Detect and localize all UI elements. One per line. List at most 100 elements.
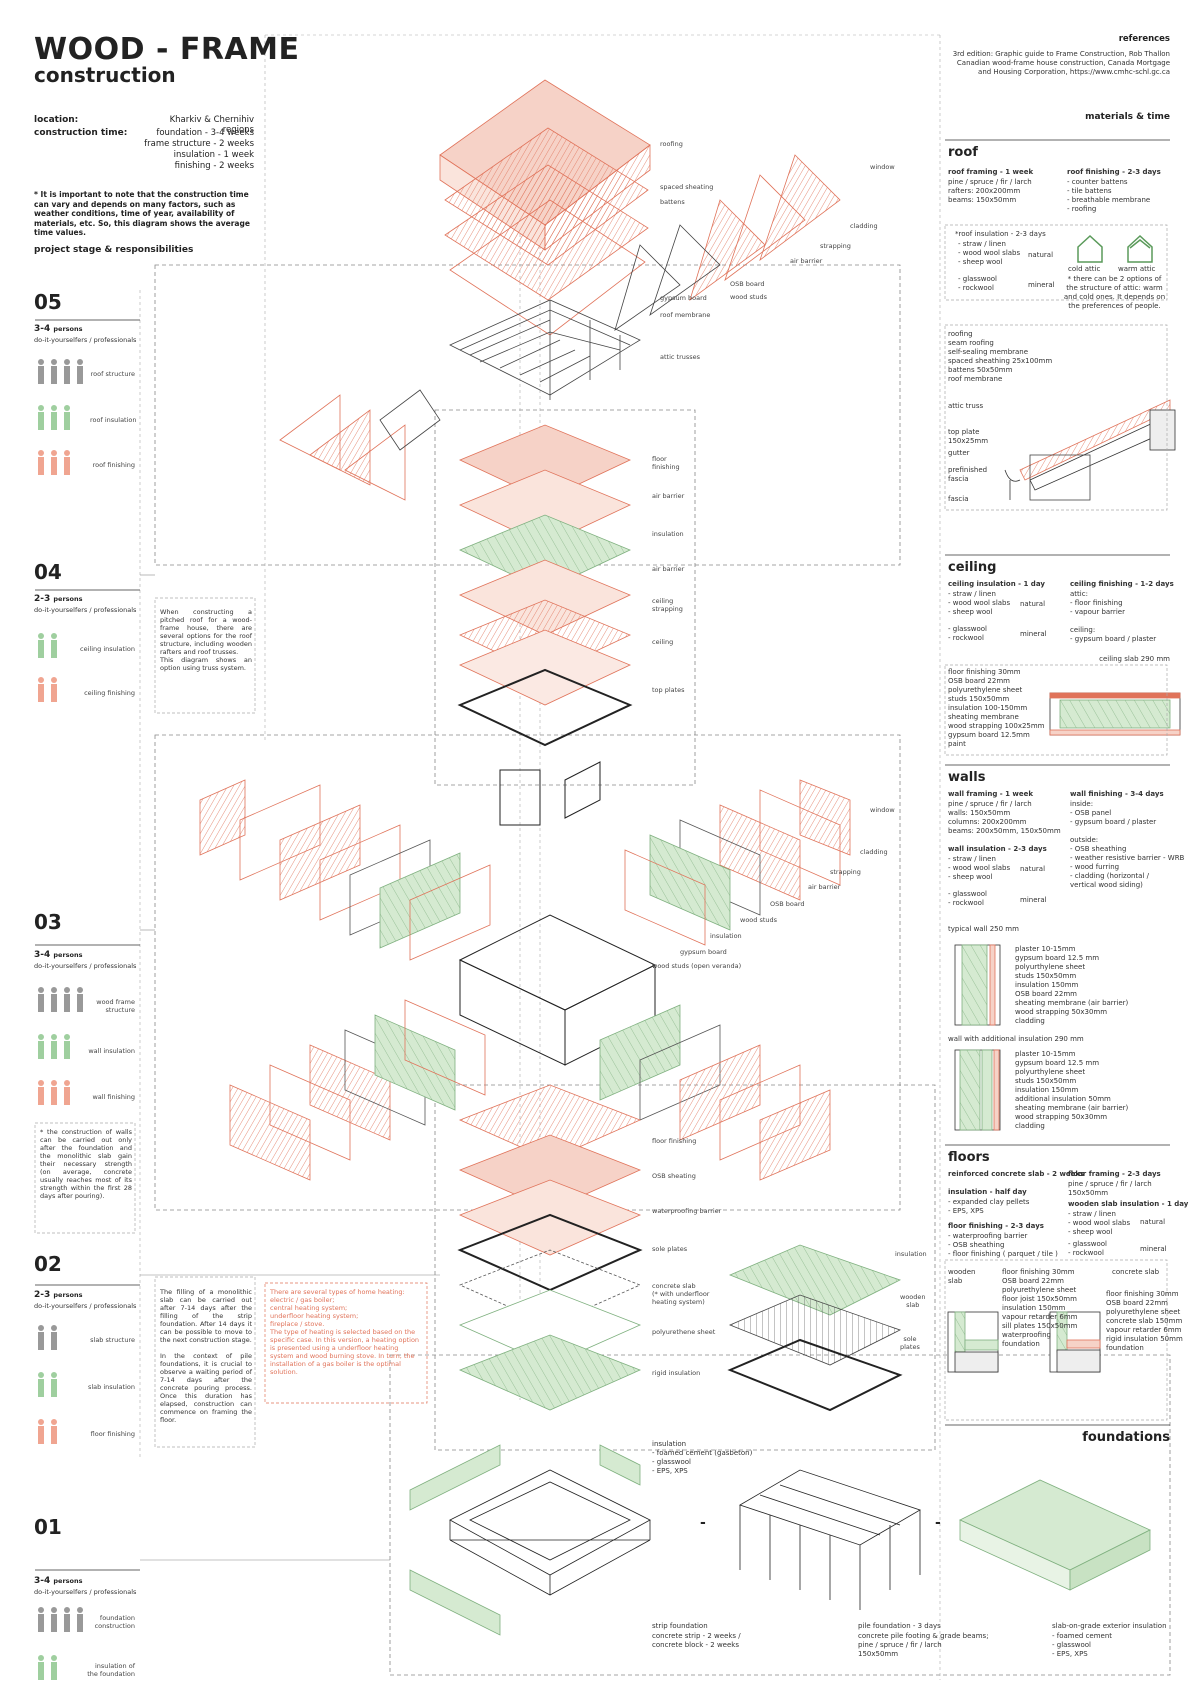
wooden-slab <box>727 1244 903 1412</box>
label-roof-air-barrier: air barrier <box>790 257 823 265</box>
stage-02-who: do-it-yourselfers / professionals <box>34 1302 137 1310</box>
attic-note: * there can be 2 options of the structur… <box>1063 275 1166 310</box>
ceiling-slab-title: ceiling slab 290 mm <box>1099 655 1170 663</box>
roof-detail-top-plate: top plate 150x25mm <box>948 428 989 445</box>
wall-detail-additional <box>954 1049 1001 1131</box>
label-osb-sheating: OSB sheating <box>652 1172 696 1180</box>
roof-detail-prefinished-fascia: prefinished fascia <box>948 466 988 483</box>
pile-foundation-title: pile foundation - 3 days <box>858 1622 941 1630</box>
stage-01-persons: 3-4 persons <box>34 1576 83 1586</box>
ceiling-slab-layers: floor finishing 30mm OSB board 22mm poly… <box>948 668 1045 748</box>
cold-attic-label: cold attic <box>1068 265 1101 273</box>
walls-insulation-natural: - straw / linen - wood wool slabs - shee… <box>948 855 1011 881</box>
walls-upper-right <box>624 779 851 946</box>
floors-slab-title: reinforced concrete slab - 2 weeks <box>948 1170 1085 1178</box>
strip-foundation-title: strip foundation <box>652 1622 708 1630</box>
location-value: Kharkiv & Chernihiv regions <box>169 115 254 135</box>
references-title: references <box>1118 34 1170 44</box>
people-figures <box>38 359 83 1680</box>
label-roof-wood-studs: wood studs <box>730 293 768 301</box>
ceiling-mineral-tag: mineral <box>1020 630 1047 638</box>
task-foundation-insulation: insulation of the foundation <box>87 1662 135 1678</box>
note-walls: * the construction of walls can be carri… <box>40 1128 132 1200</box>
label-roofing: roofing <box>660 140 683 148</box>
roof-left-panels <box>279 389 441 501</box>
label-wooden-sole-plates: sole plates <box>900 1335 920 1351</box>
typical-wall-layers: plaster 10-15mm gypsum board 12.5 mm pol… <box>1015 945 1129 1025</box>
pile-foundation-text: concrete pile footing & grade beams; pin… <box>858 1632 989 1658</box>
ceiling-insulation-natural: - straw / linen - wood wool slabs - shee… <box>948 590 1011 616</box>
label-roof-window: window <box>870 163 895 171</box>
roof-insulation-title: *roof insulation - 2-3 days <box>955 230 1046 238</box>
task-wall-insulation: wall insulation <box>88 1047 135 1055</box>
slab-foundation-title: slab-on-grade exterior insulation <box>1052 1622 1167 1630</box>
label-roof-cladding: cladding <box>850 222 878 230</box>
warm-attic-label: warm attic <box>1118 265 1156 273</box>
foundation-slab-on-grade <box>959 1479 1151 1591</box>
label-wall-strapping: strapping <box>830 868 861 876</box>
materials-time-heading: materials & time <box>1085 112 1170 122</box>
label-ceiling-strapping: ceiling strapping <box>652 597 683 613</box>
ceiling-finishing-text: attic: - floor finishing - vapour barrie… <box>1070 590 1157 643</box>
label-battens: battens <box>660 198 685 206</box>
label-ceiling-insulation: insulation <box>652 530 684 538</box>
ceiling-heading: ceiling <box>948 560 997 575</box>
people-orange-04 <box>38 677 57 702</box>
wall-detail-typical <box>954 944 1001 1026</box>
people-green-01 <box>38 1655 57 1680</box>
label-sole-plates: sole plates <box>652 1245 688 1253</box>
task-wall-finishing: wall finishing <box>92 1093 135 1101</box>
walls-upper-left <box>199 779 491 961</box>
stage-05-who: do-it-yourselfers / professionals <box>34 336 137 344</box>
task-ceiling-insulation: ceiling insulation <box>80 645 135 653</box>
stage-03-persons: 3-4 persons <box>34 950 83 960</box>
floors-heading: floors <box>948 1150 990 1165</box>
right-separators <box>945 139 1170 1426</box>
roof-detail <box>1004 399 1176 501</box>
foundations-dash-1: - <box>700 1515 706 1531</box>
label-roof-osb: OSB board <box>730 280 765 288</box>
roof-framing-text: pine / spruce / fir / larch rafters: 200… <box>948 178 1032 204</box>
label-wall-window: window <box>870 806 895 814</box>
ceiling-natural-tag: natural <box>1020 600 1046 608</box>
walls-insulation-title: wall insulation - 2-3 days <box>948 845 1047 853</box>
stage-04-who: do-it-yourselfers / professionals <box>34 606 137 614</box>
floors-natural-tag: natural <box>1140 1218 1166 1226</box>
task-ceiling-finishing: ceiling finishing <box>84 689 135 697</box>
label-concrete-slab: concrete slab (* with underfloor heating… <box>652 1282 710 1306</box>
floors-mineral-tag: mineral <box>1140 1245 1167 1253</box>
walls-finishing-text: inside: - OSB panel - gypsum board / pla… <box>1070 800 1185 889</box>
floors-wooden-layers: floor finishing 30mm OSB board 22mm poly… <box>1002 1268 1078 1348</box>
ceiling-insulation-title: ceiling insulation - 1 day <box>948 580 1045 588</box>
note-slab: The filling of a monolithic slab can be … <box>160 1288 252 1424</box>
label-rigid-insulation: rigid insulation <box>652 1369 701 1377</box>
floors-concrete-slab-label: concrete slab <box>1112 1268 1160 1276</box>
label-roof-strapping: strapping <box>820 242 851 250</box>
walls-heading: walls <box>948 770 986 785</box>
stage-heading: project stage & responsibilities <box>34 245 194 255</box>
label-top-plates: top plates <box>652 686 685 694</box>
page-title: WOOD - FRAME <box>34 32 300 67</box>
roof-insulation-mineral: - glasswool - rockwool <box>958 275 997 292</box>
roof-heading: roof <box>948 145 978 160</box>
ceiling-insulation-mineral: - glasswool - rockwool <box>948 625 987 642</box>
people-grey-05 <box>38 359 83 384</box>
stage-03-number: 03 <box>34 910 62 934</box>
stage-02-number: 02 <box>34 1252 62 1276</box>
walls-lower-left <box>229 999 486 1181</box>
foundation-strip <box>409 1444 651 1636</box>
label-wall-cladding: cladding <box>860 848 888 856</box>
roof-natural-tag: natural <box>1028 251 1054 259</box>
roof-detail-gutter: gutter <box>948 449 970 457</box>
label-attic-trusses: attic trusses <box>660 353 701 361</box>
label-roof-membrane: roof membrane <box>660 311 711 319</box>
people-green-03 <box>38 1034 70 1059</box>
time-note: * It is important to note that the const… <box>34 190 250 237</box>
label-floor-finishing: floor finishing <box>652 1137 697 1145</box>
stage-02-persons: 2-3 persons <box>34 1290 83 1300</box>
task-slab-structure: slab structure <box>90 1336 135 1344</box>
roof-detail-attic-truss: attic truss <box>948 402 984 410</box>
floors-framing-text: pine / spruce / fir / larch 150x50mm <box>1068 1180 1152 1197</box>
task-floor-finishing: floor finishing <box>90 1430 135 1438</box>
roof-mineral-tag: mineral <box>1028 281 1055 289</box>
